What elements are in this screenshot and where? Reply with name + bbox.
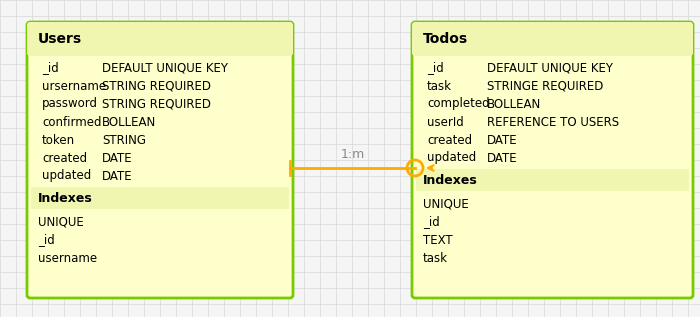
Text: DATE: DATE — [102, 170, 132, 183]
Text: password: password — [42, 98, 98, 111]
Text: _id: _id — [42, 61, 59, 74]
Text: token: token — [42, 133, 75, 146]
Text: DEFAULT UNIQUE KEY: DEFAULT UNIQUE KEY — [102, 61, 228, 74]
Bar — [31, 187, 289, 209]
Text: STRING REQUIRED: STRING REQUIRED — [102, 98, 211, 111]
Text: DEFAULT UNIQUE KEY: DEFAULT UNIQUE KEY — [487, 61, 613, 74]
Text: _id: _id — [427, 61, 444, 74]
FancyBboxPatch shape — [27, 22, 293, 56]
Text: created: created — [427, 133, 472, 146]
Text: UNIQUE: UNIQUE — [423, 197, 469, 210]
Text: DATE: DATE — [487, 133, 517, 146]
Text: STRINGE REQUIRED: STRINGE REQUIRED — [487, 80, 603, 93]
Text: Indexes: Indexes — [38, 191, 92, 204]
FancyBboxPatch shape — [412, 22, 693, 56]
Text: confirmed: confirmed — [42, 115, 102, 128]
Text: updated: updated — [42, 170, 91, 183]
FancyBboxPatch shape — [27, 22, 293, 298]
Text: BOLLEAN: BOLLEAN — [487, 98, 541, 111]
Text: userId: userId — [427, 115, 463, 128]
Bar — [31, 47, 289, 54]
Text: DATE: DATE — [102, 152, 132, 165]
Text: _id: _id — [423, 216, 440, 229]
Text: STRING: STRING — [102, 133, 146, 146]
Text: 1:m: 1:m — [340, 147, 365, 160]
Text: STRING REQUIRED: STRING REQUIRED — [102, 80, 211, 93]
Text: completed: completed — [427, 98, 489, 111]
Text: task: task — [427, 80, 452, 93]
Text: UNIQUE: UNIQUE — [38, 216, 84, 229]
Text: created: created — [42, 152, 87, 165]
Text: _id: _id — [38, 234, 55, 247]
Bar — [416, 47, 689, 54]
Text: task: task — [423, 251, 448, 264]
Text: username: username — [38, 251, 97, 264]
Text: updated: updated — [427, 152, 476, 165]
Text: DATE: DATE — [487, 152, 517, 165]
FancyBboxPatch shape — [412, 22, 693, 298]
Bar — [416, 169, 689, 191]
Text: Users: Users — [38, 32, 82, 46]
Text: ursername: ursername — [42, 80, 106, 93]
Text: REFERENCE TO USERS: REFERENCE TO USERS — [487, 115, 619, 128]
Text: BOLLEAN: BOLLEAN — [102, 115, 156, 128]
Text: Indexes: Indexes — [423, 173, 477, 186]
Text: TEXT: TEXT — [423, 234, 453, 247]
Text: Todos: Todos — [423, 32, 468, 46]
